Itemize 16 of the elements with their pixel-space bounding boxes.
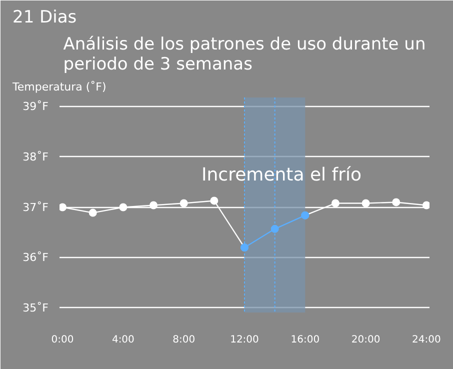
x-tick-label: 12:00 [230,334,259,346]
y-tick-label: 39˚F [22,100,49,114]
y-axis-title: Temperatura (˚F) [12,80,106,94]
y-tick-label: 38˚F [22,150,49,164]
x-tick-label: 16:00 [290,334,320,346]
chart-subtitle: 21 Dias [12,8,77,28]
x-tick-label: 24:00 [412,334,441,346]
x-tick-label: 0:00 [51,334,74,346]
chart-title: Análisis de los patrones de uso durante un periodo de 3 semanas [63,34,426,74]
y-tick-label: 36˚F [22,251,49,264]
x-tick-label: 8:00 [172,334,196,346]
annotation: Incrementa el frío [201,164,362,186]
y-tick-label: 37˚F [22,200,49,214]
x-tick-label: 20:00 [351,334,380,346]
x-tick-label: 4:00 [112,334,134,346]
y-tick-label: 35˚F [22,301,49,314]
